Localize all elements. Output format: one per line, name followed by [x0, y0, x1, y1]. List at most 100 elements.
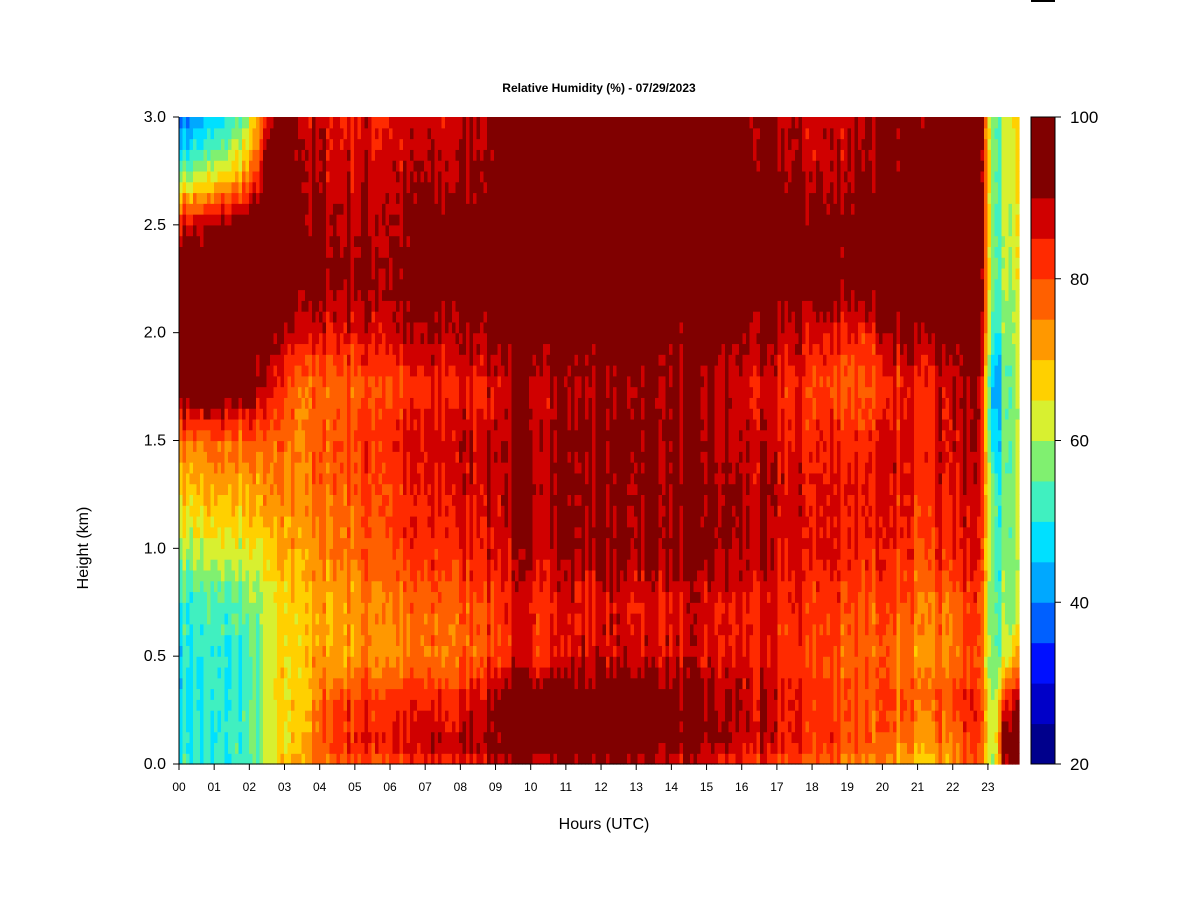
- heatmap-cell: [238, 408, 243, 420]
- heatmap-cell: [277, 321, 282, 334]
- heatmap-cell: [277, 548, 282, 560]
- heatmap-cell: [326, 656, 331, 668]
- heatmap-cell: [217, 472, 222, 485]
- heatmap-cell: [424, 742, 429, 754]
- heatmap-cell: [242, 753, 247, 765]
- heatmap-cell: [280, 580, 285, 593]
- heatmap-cell: [413, 149, 418, 161]
- heatmap-cell: [336, 569, 341, 582]
- heatmap-cell: [238, 138, 243, 150]
- heatmap-cell: [375, 451, 380, 463]
- heatmap-cell: [329, 289, 334, 301]
- heatmap-cell: [263, 559, 268, 571]
- heatmap-cell: [392, 720, 397, 733]
- heatmap-cell: [459, 429, 464, 442]
- heatmap-cell: [256, 591, 261, 603]
- heatmap-cell: [382, 429, 387, 442]
- heatmap-cell: [438, 386, 443, 398]
- heatmap-cell: [392, 257, 397, 269]
- heatmap-cell: [322, 289, 327, 301]
- heatmap-cell: [350, 408, 355, 420]
- heatmap-cell: [270, 666, 275, 679]
- heatmap-cell: [350, 472, 355, 485]
- heatmap-cell: [301, 720, 306, 733]
- heatmap-cell: [200, 731, 205, 744]
- heatmap-cell: [291, 224, 296, 237]
- heatmap-cell: [410, 710, 415, 722]
- heatmap-cell: [361, 753, 366, 765]
- heatmap-cell: [298, 138, 303, 150]
- heatmap-cell: [326, 418, 331, 431]
- heatmap-cell: [312, 494, 317, 506]
- heatmap-cell: [270, 494, 275, 506]
- heatmap-cell: [438, 710, 443, 722]
- heatmap-cell: [455, 720, 460, 733]
- heatmap-cell: [445, 656, 450, 668]
- heatmap-cell: [182, 515, 187, 528]
- heatmap-cell: [305, 343, 310, 355]
- heatmap-cell: [207, 332, 212, 345]
- heatmap-cell: [196, 181, 201, 194]
- heatmap-cell: [196, 591, 201, 603]
- heatmap-cell: [287, 677, 292, 690]
- heatmap-cell: [242, 505, 247, 517]
- heatmap-cell: [287, 257, 292, 269]
- heatmap-cell: [294, 472, 299, 485]
- heatmap-cell: [462, 688, 467, 700]
- heatmap-cell: [417, 332, 422, 345]
- heatmap-cell: [315, 494, 320, 506]
- heatmap-cell: [294, 246, 299, 258]
- heatmap-cell: [438, 753, 443, 765]
- heatmap-cell: [301, 591, 306, 603]
- heatmap-cell: [466, 677, 471, 690]
- heatmap-cell: [270, 311, 275, 323]
- heatmap-cell: [252, 742, 257, 754]
- heatmap-cell: [193, 720, 198, 733]
- heatmap-cell: [375, 559, 380, 571]
- heatmap-cell: [326, 580, 331, 593]
- heatmap-cell: [228, 537, 233, 549]
- heatmap-cell: [375, 537, 380, 549]
- heatmap-cell: [252, 483, 257, 496]
- heatmap-cell: [354, 375, 359, 388]
- heatmap-cell: [242, 127, 247, 140]
- heatmap-cell: [399, 138, 404, 150]
- heatmap-cell: [280, 699, 285, 711]
- heatmap-cell: [238, 321, 243, 334]
- heatmap-cell: [343, 354, 348, 366]
- heatmap-cell: [294, 257, 299, 269]
- heatmap-cell: [305, 634, 310, 646]
- heatmap-cell: [315, 235, 320, 247]
- heatmap-cell: [242, 731, 247, 744]
- heatmap-cell: [410, 117, 415, 129]
- heatmap-cell: [284, 354, 289, 366]
- heatmap-cell: [361, 526, 366, 539]
- heatmap-cell: [385, 580, 390, 593]
- heatmap-cell: [347, 656, 352, 668]
- heatmap-cell: [389, 267, 394, 280]
- heatmap-cell: [336, 386, 341, 398]
- heatmap-cell: [182, 138, 187, 150]
- heatmap-cell: [210, 472, 215, 485]
- heatmap-cell: [431, 192, 436, 204]
- heatmap-cell: [270, 472, 275, 485]
- heatmap-cell: [179, 656, 184, 668]
- heatmap-cell: [305, 257, 310, 269]
- heatmap-cell: [399, 699, 404, 711]
- heatmap-cell: [228, 451, 233, 463]
- heatmap-cell: [371, 483, 376, 496]
- heatmap-cell: [231, 332, 236, 345]
- heatmap-cell: [343, 699, 348, 711]
- heatmap-cell: [357, 710, 362, 722]
- heatmap-cell: [354, 526, 359, 539]
- heatmap-cell: [368, 666, 373, 679]
- heatmap-cell: [452, 278, 457, 291]
- heatmap-cell: [252, 440, 257, 452]
- heatmap-cell: [368, 397, 373, 409]
- heatmap-cell: [319, 483, 324, 496]
- heatmap-cell: [406, 332, 411, 345]
- heatmap-cell: [249, 677, 254, 690]
- heatmap-cell: [403, 408, 408, 420]
- heatmap-cell: [354, 257, 359, 269]
- heatmap-cell: [301, 267, 306, 280]
